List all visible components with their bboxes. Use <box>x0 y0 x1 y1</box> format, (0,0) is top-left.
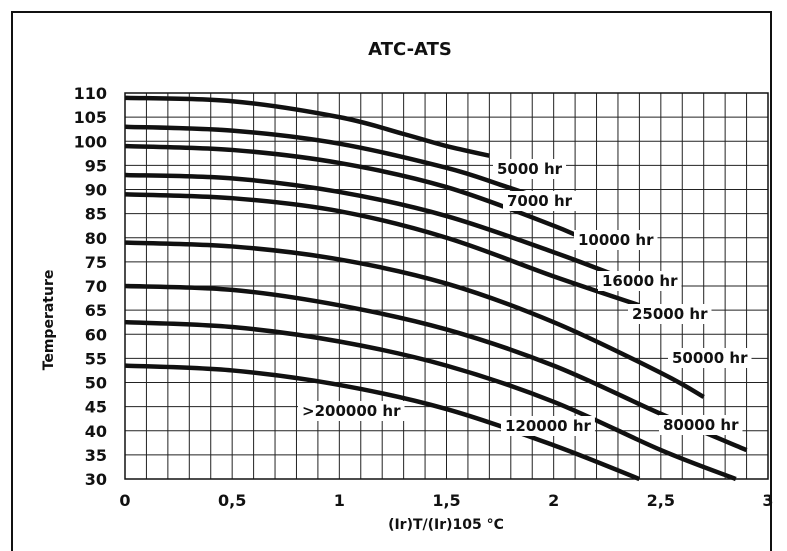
y-axis-ticks: 30 35 40 45 50 55 60 65 70 75 80 85 90 95 100 105 110 <box>74 84 107 489</box>
x-tick-label: 2 <box>548 491 559 510</box>
curve-label: 10000 hr <box>578 231 654 249</box>
y-tick-label: 35 <box>85 446 107 465</box>
y-tick-label: 70 <box>85 277 107 296</box>
chart-title: ATC-ATS <box>368 39 452 60</box>
curve-line <box>125 175 618 276</box>
curve-label: 16000 hr <box>602 272 678 290</box>
y-tick-label: 105 <box>74 108 107 127</box>
y-tick-label: 100 <box>74 132 107 151</box>
curve-label: 50000 hr <box>672 349 748 367</box>
curve-line <box>125 322 736 479</box>
y-tick-label: 110 <box>74 84 107 103</box>
y-tick-label: 75 <box>85 253 107 272</box>
x-tick-label: 0,5 <box>218 491 246 510</box>
x-tick-label: 1 <box>334 491 345 510</box>
x-tick-label: 0 <box>119 491 130 510</box>
curve-label: 5000 hr <box>497 160 563 178</box>
y-tick-label: 65 <box>85 301 107 320</box>
x-axis-ticks: 0 0,5 1 1,5 2 2,5 3 <box>119 491 773 510</box>
curve-label: 120000 hr <box>505 417 592 435</box>
curve-label: 25000 hr <box>632 305 708 323</box>
curve-label: 80000 hr <box>663 416 739 434</box>
y-tick-label: 95 <box>85 156 107 175</box>
curve-label: >200000 hr <box>302 402 401 420</box>
y-tick-label: 55 <box>85 349 107 368</box>
y-tick-label: 30 <box>85 470 107 489</box>
x-tick-label: 1,5 <box>432 491 460 510</box>
x-tick-label: 3 <box>762 491 773 510</box>
y-tick-label: 80 <box>85 229 107 248</box>
x-tick-label: 2,5 <box>647 491 675 510</box>
y-tick-label: 40 <box>85 422 107 441</box>
curve-label: 7000 hr <box>507 192 573 210</box>
chart-curve-labels: 5000 hr 7000 hr 10000 hr 16000 hr 25000 hr 50… <box>298 159 751 436</box>
y-tick-label: 60 <box>85 325 107 344</box>
y-tick-label: 90 <box>85 181 107 200</box>
y-tick-label: 85 <box>85 205 107 224</box>
x-axis-label: (Ir)T/(Ir)105 °C <box>388 517 504 533</box>
y-tick-label: 50 <box>85 374 107 393</box>
y-tick-label: 45 <box>85 398 107 417</box>
y-axis-label: Temperature <box>41 270 57 371</box>
